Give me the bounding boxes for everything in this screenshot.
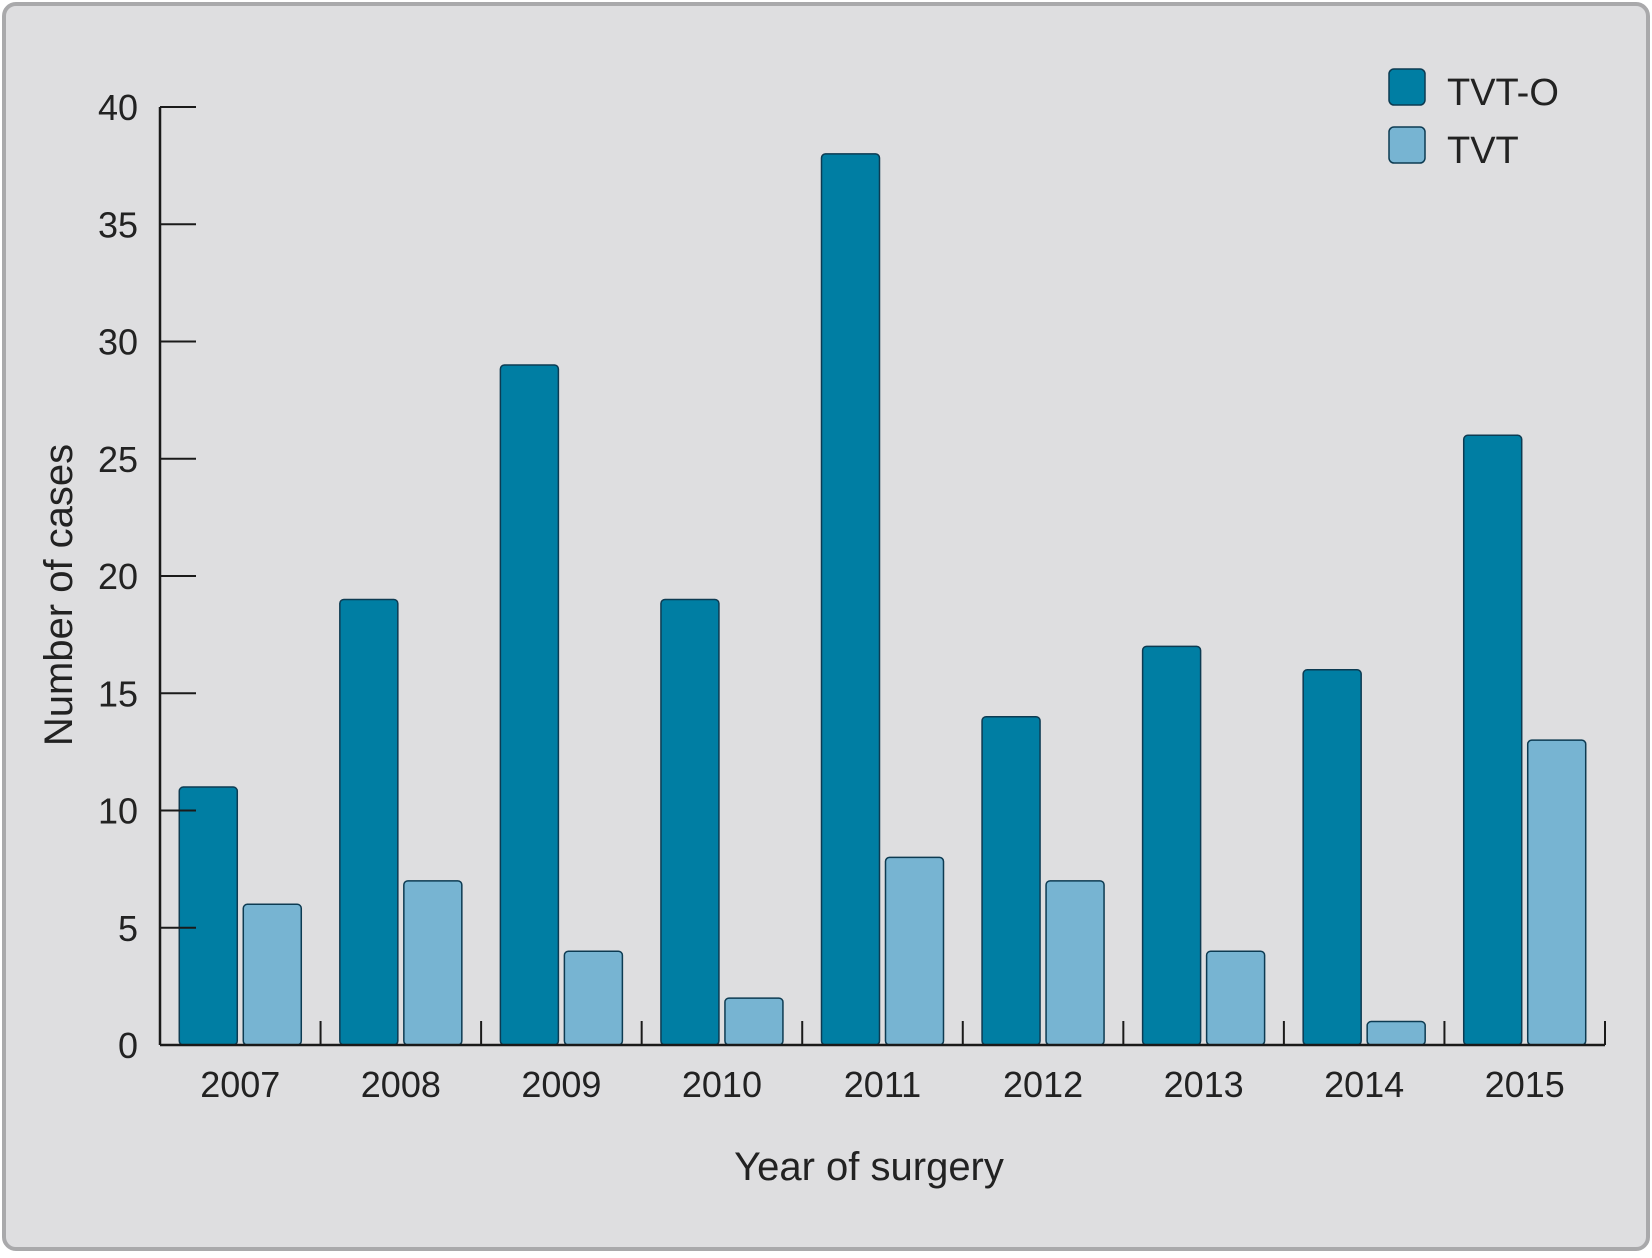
legend-swatch-tvt: [1388, 126, 1426, 164]
x-axis-title: Year of surgery: [734, 1145, 1004, 1189]
x-tick-label-2015: 2015: [1485, 1064, 1565, 1105]
ticks-layer: 2007 2008 2009 2010 2011 2012 2013 2014 20150510…: [98, 87, 1565, 1105]
x-tick-label-2013: 2013: [1164, 1064, 1244, 1105]
y-tick-label-5: 5: [118, 908, 138, 949]
legend-label-tvt: TVT: [1447, 130, 1519, 172]
x-tick-label-2009: 2009: [521, 1064, 601, 1105]
y-tick-label-35: 35: [98, 204, 138, 245]
axes-layer: [158, 106, 1606, 1047]
bar-tvt-2012: [1045, 880, 1105, 1046]
bar-tvt-o-2012: [981, 715, 1041, 1046]
y-tick-label-20: 20: [98, 556, 138, 597]
y-tick-label-10: 10: [98, 791, 138, 832]
bar-tvt-o-2011: [820, 153, 881, 1046]
bar-tvt-o-2009: [499, 364, 560, 1046]
x-tick-label-2010: 2010: [682, 1064, 762, 1105]
bars-layer: [178, 153, 1587, 1046]
bar-tvt-o-2013: [1141, 645, 1202, 1046]
y-tick-label-25: 25: [98, 439, 138, 480]
bar-tvt-2007: [242, 903, 303, 1046]
x-tick-label-2008: 2008: [361, 1064, 441, 1105]
y-tick-label-30: 30: [98, 322, 138, 363]
legend: TVT-O TVT: [1388, 68, 1559, 172]
bar-tvt-o-2007: [178, 786, 239, 1046]
x-tick-label-2012: 2012: [1003, 1064, 1083, 1105]
bar-tvt-o-2008: [339, 598, 399, 1046]
bar-tvt-o-2014: [1302, 669, 1362, 1046]
bar-tvt-2011: [884, 856, 945, 1046]
x-tick-label-2011: 2011: [844, 1064, 921, 1105]
bar-tvt-2010: [724, 997, 784, 1046]
bar-tvt-2008: [403, 880, 463, 1046]
bar-tvt-2013: [1205, 950, 1266, 1046]
x-tick-label-2007: 2007: [200, 1064, 280, 1105]
x-tick-label-2014: 2014: [1324, 1064, 1404, 1105]
legend-swatch-tvt-o: [1388, 68, 1426, 106]
legend-label-tvt-o: TVT-O: [1447, 72, 1559, 114]
bar-tvt-2015: [1526, 739, 1587, 1046]
bar-tvt-2014: [1366, 1020, 1426, 1046]
bar-tvt-o-2010: [660, 598, 720, 1046]
bar-tvt-2009: [563, 950, 624, 1046]
y-tick-label-0: 0: [118, 1025, 138, 1066]
bar-tvt-o-2015: [1462, 434, 1523, 1046]
y-tick-label-40: 40: [98, 87, 138, 128]
y-tick-label-15: 15: [98, 673, 138, 714]
y-axis-title: Number of cases: [37, 444, 81, 746]
